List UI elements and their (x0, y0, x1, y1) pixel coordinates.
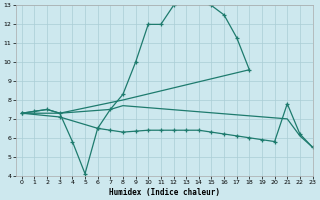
X-axis label: Humidex (Indice chaleur): Humidex (Indice chaleur) (108, 188, 220, 197)
